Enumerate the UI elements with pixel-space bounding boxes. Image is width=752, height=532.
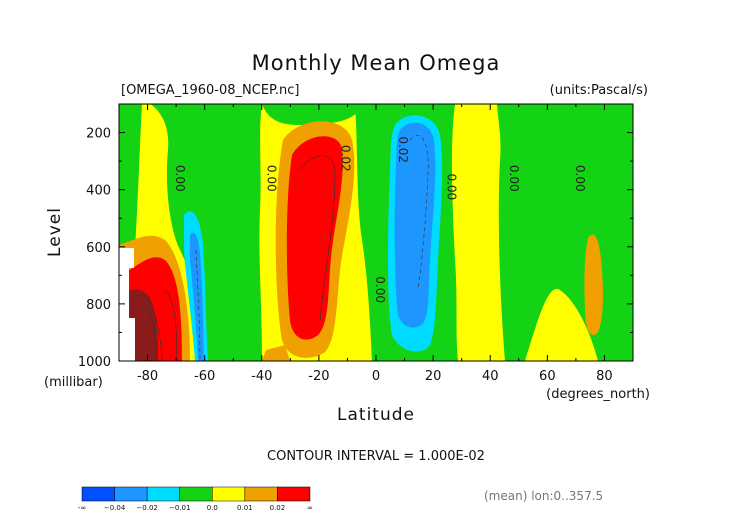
colorbar-label: 0.0: [207, 504, 218, 512]
filename-label: [OMEGA_1960-08_NCEP.nc]: [121, 83, 299, 98]
colorbar-bin: [244, 486, 278, 502]
contour-label: 0.02: [396, 136, 410, 163]
x-axis: -80 -60 -40 -20 0 20 40 60 80: [118, 104, 634, 384]
y-axis: 200 400 600 800 1000: [78, 103, 633, 370]
green-patch-east: [620, 244, 633, 303]
colorbar-bin: [212, 486, 246, 502]
colorbar-label: −0.02: [136, 504, 157, 512]
blue-region-south: [190, 233, 204, 361]
colorbar-label: ∞: [307, 504, 313, 512]
colorbar-label: 0.01: [237, 504, 253, 512]
orange-strip-lower: [262, 345, 290, 361]
contour-label: 0.00: [573, 165, 587, 192]
x-axis-unit: (degrees_north): [546, 387, 650, 402]
contour-label: 0.02: [339, 145, 353, 172]
contour-field: [119, 104, 633, 361]
red-blob-mid: [286, 136, 343, 340]
colorbar-label: −0.01: [169, 504, 190, 512]
colorbar-label: 0.02: [270, 504, 286, 512]
x-tick-label: -20: [308, 369, 329, 384]
contour-line-neg-1: [409, 135, 429, 291]
contour-label: 0.00: [373, 276, 387, 303]
y-tick-label: 800: [86, 298, 111, 313]
colorbar-bin: [114, 486, 148, 502]
missing-data-patch: [119, 248, 134, 268]
x-tick-label: 0: [372, 369, 380, 384]
x-tick-label: 60: [539, 369, 556, 384]
colorbar-bin: [81, 486, 115, 502]
y-axis-label: Level: [45, 207, 65, 257]
missing-data-patch-2: [119, 268, 129, 318]
contour-labels: 0.00 0.00 0.02 0.02 0.00 0.00 0.00 0.00: [173, 136, 587, 303]
green-strip-upper: [262, 104, 360, 125]
x-tick-label: 20: [425, 369, 442, 384]
contour-label: 0.00: [264, 165, 278, 192]
y-tick-label: 600: [86, 241, 111, 256]
green-strip-left: [119, 104, 142, 250]
mean-note: (mean) lon:0..357.5: [484, 489, 603, 503]
x-tick-label: -80: [137, 369, 158, 384]
chart-title: Monthly Mean Omega: [252, 51, 501, 75]
colorbar: -∞ −0.04 −0.02 −0.01 0.0 0.01 0.02 ∞: [78, 486, 313, 512]
contour-label: 0.00: [173, 165, 187, 192]
contour-interval-label: CONTOUR INTERVAL = 1.000E-02: [267, 449, 485, 464]
blue-region-equatorial: [394, 122, 436, 328]
y-tick-label: 200: [86, 127, 111, 142]
contour-line-pos-2: [129, 294, 163, 361]
units-label: (units:Pascal/s): [550, 83, 648, 98]
contour-label: 0.00: [444, 173, 458, 200]
colorbar-bin: [179, 486, 213, 502]
missing-data-patch-3: [119, 318, 135, 361]
orange-stripe-north: [584, 234, 603, 336]
colorbar-label: −0.04: [104, 504, 126, 512]
contour-line-pos-3: [139, 307, 157, 361]
x-axis-label: Latitude: [337, 405, 415, 425]
y-tick-label: 400: [86, 184, 111, 199]
x-tick-label: 80: [596, 369, 613, 384]
colorbar-label: -∞: [78, 504, 86, 512]
contour-line-pos-4: [164, 289, 177, 361]
contour-label: 0.00: [507, 165, 521, 192]
y-axis-unit: (millibar): [44, 375, 103, 390]
x-tick-label: -40: [251, 369, 272, 384]
x-tick-label: -60: [194, 369, 215, 384]
colorbar-bin: [277, 486, 311, 502]
y-tick-label: 1000: [78, 355, 111, 370]
contour-line-neg-2: [195, 249, 201, 361]
colorbar-bin: [146, 486, 180, 502]
x-tick-label: 40: [482, 369, 499, 384]
